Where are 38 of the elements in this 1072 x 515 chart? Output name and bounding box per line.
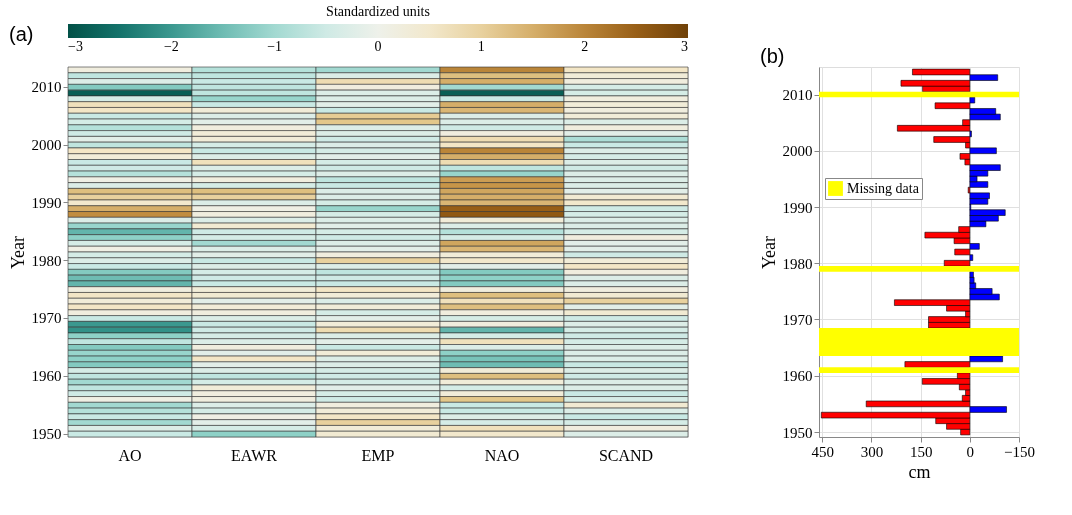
x-tick-label: SCAND: [598, 446, 654, 464]
color-bar-title: Standardized units: [326, 4, 430, 19]
y-tick-label: 2000: [782, 143, 813, 160]
y-tick-label: 1970: [31, 310, 62, 327]
color-bar-label: 3: [681, 39, 688, 54]
x-tick-label: EAWR: [231, 446, 278, 464]
color-bar-label: −1: [267, 39, 283, 54]
y-axis-title: Year: [7, 235, 28, 270]
y-tick-label: 1960: [31, 368, 62, 385]
y-tick-label: 2000: [31, 137, 62, 154]
y-tick-label: 1950: [782, 424, 813, 441]
x-tick-label: −150: [1004, 443, 1035, 460]
chart-title: (b): [760, 45, 785, 67]
y-tick-label: 1980: [31, 252, 62, 269]
y-tick-label: 2010: [31, 79, 62, 96]
y-tick-label: 1960: [782, 368, 813, 385]
x-tick-label: 0: [966, 443, 975, 460]
color-bar-label: 1: [477, 39, 485, 54]
chart-title: (a): [9, 22, 34, 45]
y-tick-label: 1990: [782, 199, 813, 216]
y-axis-title: Year: [758, 235, 779, 270]
y-tick-label: 1990: [31, 194, 62, 211]
y-tick-label: 1950: [31, 426, 62, 443]
x-tick-label: NAO: [484, 446, 520, 464]
x-tick-label: 150: [909, 443, 933, 460]
color-bar-label: 2: [581, 39, 589, 54]
y-tick-label: 1970: [782, 312, 813, 328]
x-tick-label: 450: [811, 443, 835, 460]
y-tick-label: 2010: [782, 87, 813, 103]
x-tick-label: 300: [860, 443, 884, 460]
y-tick-label: 1980: [782, 255, 813, 272]
x-tick-label: AO: [118, 446, 142, 464]
color-bar-label: 0: [374, 39, 382, 54]
color-bar-label: −2: [163, 39, 179, 54]
x-tick-label: EMP: [361, 446, 395, 464]
x-axis-title: cm: [908, 461, 931, 482]
legend-label: Missing data: [847, 180, 920, 196]
color-bar-label: −3: [68, 39, 83, 54]
